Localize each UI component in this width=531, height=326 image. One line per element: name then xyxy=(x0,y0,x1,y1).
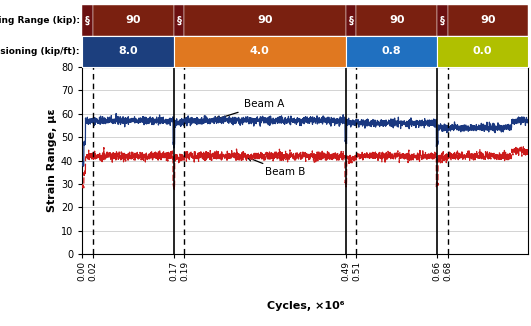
Text: 8.0: 8.0 xyxy=(118,46,138,56)
Text: 90: 90 xyxy=(258,15,273,25)
Bar xyxy=(93,5,174,36)
X-axis label: Cycles, ×10⁶: Cycles, ×10⁶ xyxy=(267,301,344,311)
Bar xyxy=(184,5,346,36)
Bar xyxy=(356,5,437,36)
Text: 4.0: 4.0 xyxy=(250,46,270,56)
Text: §: § xyxy=(85,15,90,25)
Text: §: § xyxy=(176,15,182,25)
Bar xyxy=(82,36,174,67)
Y-axis label: Strain Range, με: Strain Range, με xyxy=(47,109,57,212)
Bar xyxy=(448,5,528,36)
Text: 90: 90 xyxy=(389,15,405,25)
Text: Loading Range (kip):: Loading Range (kip): xyxy=(0,16,80,25)
Bar xyxy=(437,36,528,67)
Text: Beam A: Beam A xyxy=(215,99,284,120)
Bar xyxy=(437,5,448,36)
Text: 90: 90 xyxy=(481,15,496,25)
Text: §: § xyxy=(440,15,445,25)
Text: Beam B: Beam B xyxy=(247,157,305,177)
Bar xyxy=(346,36,437,67)
Text: 0.0: 0.0 xyxy=(473,46,492,56)
Bar xyxy=(346,5,356,36)
Text: Post-tensioning (kip/ft):: Post-tensioning (kip/ft): xyxy=(0,47,80,56)
Bar xyxy=(174,5,184,36)
Text: 90: 90 xyxy=(126,15,141,25)
Text: §: § xyxy=(348,15,354,25)
Text: 0.8: 0.8 xyxy=(381,46,401,56)
Bar xyxy=(82,5,93,36)
Bar xyxy=(174,36,346,67)
